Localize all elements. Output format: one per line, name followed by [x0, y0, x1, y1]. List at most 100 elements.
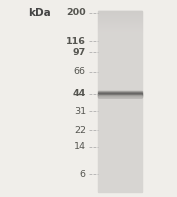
- Bar: [98, 148, 142, 149]
- Bar: [98, 94, 142, 95]
- Bar: [98, 80, 142, 81]
- Bar: [98, 18, 142, 19]
- Bar: [98, 13, 142, 14]
- Bar: [98, 91, 142, 92]
- Bar: [98, 69, 142, 70]
- Bar: [98, 131, 142, 132]
- Bar: [98, 35, 142, 36]
- Bar: [98, 43, 142, 44]
- Bar: [98, 53, 142, 54]
- Text: kDa: kDa: [28, 8, 50, 18]
- Bar: [98, 150, 142, 151]
- Bar: [98, 99, 142, 100]
- Bar: [98, 63, 142, 64]
- Bar: [98, 100, 142, 101]
- Bar: [98, 42, 142, 43]
- Text: 200: 200: [66, 8, 86, 17]
- Bar: [98, 12, 142, 13]
- Bar: [98, 167, 142, 168]
- Bar: [98, 39, 142, 40]
- Bar: [98, 184, 142, 185]
- Bar: [98, 124, 142, 125]
- Bar: [98, 45, 142, 46]
- Bar: [98, 111, 142, 112]
- Bar: [98, 187, 142, 188]
- Bar: [98, 98, 142, 99]
- Bar: [98, 65, 142, 66]
- Bar: [98, 160, 142, 161]
- Bar: [98, 186, 142, 187]
- Bar: [98, 157, 142, 158]
- Bar: [98, 163, 142, 164]
- Bar: [98, 165, 142, 166]
- Bar: [98, 112, 142, 113]
- Bar: [98, 23, 142, 24]
- Bar: [98, 116, 142, 117]
- Bar: [98, 26, 142, 27]
- Bar: [98, 123, 142, 124]
- Bar: [98, 97, 142, 98]
- Bar: [98, 178, 142, 179]
- Bar: [98, 135, 142, 136]
- Bar: [98, 68, 142, 69]
- Bar: [98, 169, 142, 170]
- Bar: [98, 61, 142, 62]
- Text: 66: 66: [74, 67, 86, 76]
- Bar: [98, 89, 142, 90]
- Bar: [98, 33, 142, 34]
- Bar: [98, 19, 142, 20]
- Bar: [98, 189, 142, 190]
- Bar: [98, 114, 142, 115]
- Bar: [98, 55, 142, 56]
- Bar: [98, 119, 142, 120]
- Bar: [98, 70, 142, 71]
- Bar: [98, 86, 142, 87]
- Bar: [98, 58, 142, 59]
- Bar: [98, 126, 142, 127]
- Bar: [98, 66, 142, 67]
- Bar: [98, 133, 142, 134]
- Bar: [98, 162, 142, 163]
- Bar: [98, 155, 142, 156]
- Bar: [98, 159, 142, 160]
- Bar: [98, 142, 142, 143]
- Bar: [98, 24, 142, 25]
- Bar: [98, 146, 142, 147]
- Bar: [98, 134, 142, 135]
- Bar: [98, 171, 142, 172]
- Bar: [98, 182, 142, 183]
- Bar: [98, 185, 142, 186]
- Bar: [98, 136, 142, 137]
- Bar: [98, 52, 142, 53]
- Bar: [98, 92, 142, 93]
- Bar: [98, 20, 142, 21]
- Bar: [98, 31, 142, 32]
- Text: 22: 22: [74, 125, 86, 135]
- Bar: [98, 177, 142, 178]
- Bar: [98, 17, 142, 18]
- Bar: [98, 40, 142, 41]
- Bar: [98, 51, 142, 52]
- Bar: [98, 158, 142, 159]
- Bar: [98, 101, 142, 102]
- Bar: [98, 41, 142, 42]
- Bar: [98, 49, 142, 50]
- Bar: [98, 181, 142, 182]
- Bar: [98, 88, 142, 89]
- Bar: [98, 125, 142, 126]
- Bar: [98, 104, 142, 105]
- Bar: [98, 110, 142, 111]
- Bar: [98, 179, 142, 180]
- Bar: [98, 44, 142, 45]
- Bar: [98, 59, 142, 60]
- Bar: [98, 72, 142, 73]
- Bar: [98, 11, 142, 12]
- Bar: [98, 147, 142, 148]
- Bar: [98, 172, 142, 173]
- Bar: [98, 48, 142, 49]
- Bar: [98, 54, 142, 55]
- Bar: [98, 38, 142, 39]
- Bar: [98, 30, 142, 31]
- Bar: [98, 121, 142, 122]
- Bar: [98, 145, 142, 146]
